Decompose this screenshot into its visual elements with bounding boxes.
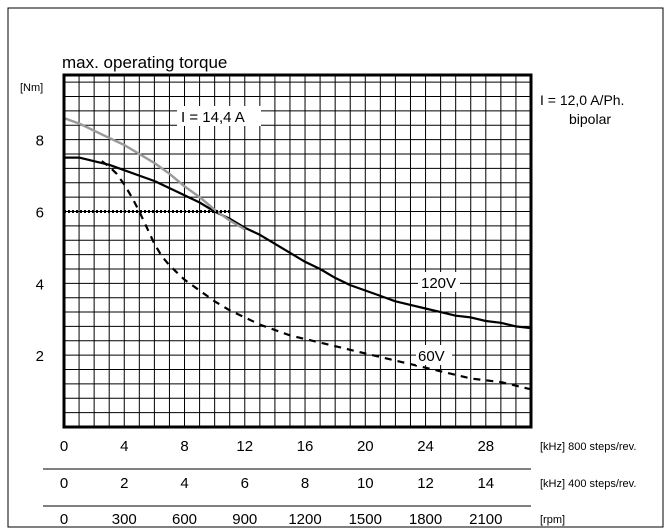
x-tick-label: 28 bbox=[477, 438, 494, 455]
chart-title: max. operating torque bbox=[62, 53, 227, 72]
legend-mode: bipolar bbox=[569, 111, 611, 127]
x-tick-label: 4 bbox=[120, 438, 128, 455]
x-tick-label: 12 bbox=[236, 438, 253, 455]
x-tick-label: 2100 bbox=[469, 511, 502, 528]
series-line-60v bbox=[101, 160, 532, 391]
series-line-i-14-4-a bbox=[63, 116, 246, 231]
x-axis-unit-label: [kHz] 400 steps/rev. bbox=[540, 478, 636, 490]
y-axis-label: [Nm] bbox=[20, 82, 43, 94]
y-tick-labels: 2 4 6 8 bbox=[36, 133, 44, 366]
annotation-current-boost: I = 14,4 A bbox=[181, 109, 245, 126]
plot-area-border bbox=[62, 73, 533, 429]
x-tick-label: 14 bbox=[477, 475, 494, 492]
legend-current: I = 12,0 A/Ph. bbox=[540, 92, 624, 108]
annotation-120v: 120V bbox=[421, 275, 456, 292]
series-group bbox=[63, 116, 532, 391]
outer-border bbox=[7, 7, 664, 528]
x-axis-unit-label: [rpm] bbox=[540, 514, 565, 526]
x-tick-label: 900 bbox=[232, 511, 257, 528]
x-tick-label: 600 bbox=[172, 511, 197, 528]
x-axes: 0 4 8 12 16 20 24 28 [kHz] 800 steps/rev.0 2 4 6 8 10… bbox=[43, 438, 636, 528]
y-tick-label: 6 bbox=[36, 204, 44, 221]
annotations: I = 14,4 A 120V 60V bbox=[177, 106, 460, 365]
x-tick-label: 1500 bbox=[349, 511, 382, 528]
x-tick-label: 10 bbox=[357, 475, 374, 492]
grid bbox=[64, 75, 531, 427]
x-tick-label: 12 bbox=[417, 475, 434, 492]
x-tick-label: 1800 bbox=[409, 511, 442, 528]
annotation-current-boost-bg bbox=[177, 106, 261, 126]
x-tick-label: 8 bbox=[180, 438, 188, 455]
annotation-120v-bg bbox=[418, 272, 460, 292]
x-tick-label: 1200 bbox=[288, 511, 321, 528]
x-tick-label: 24 bbox=[417, 438, 434, 455]
annotation-60v: 60V bbox=[418, 348, 445, 365]
x-tick-label: 0 bbox=[60, 511, 68, 528]
x-tick-label: 4 bbox=[180, 475, 188, 492]
x-tick-label: 2 bbox=[120, 475, 128, 492]
y-tick-label: 4 bbox=[36, 276, 44, 293]
annotation-60v-bg bbox=[416, 345, 452, 365]
x-tick-label: 16 bbox=[297, 438, 314, 455]
series-line-120v bbox=[64, 156, 532, 330]
chart-frame bbox=[7, 7, 664, 528]
x-axis-unit-label: [kHz] 800 steps/rev. bbox=[540, 441, 636, 453]
x-tick-label: 20 bbox=[357, 438, 374, 455]
x-tick-label: 8 bbox=[301, 475, 309, 492]
y-tick-label: 8 bbox=[36, 133, 44, 150]
x-tick-label: 0 bbox=[60, 475, 68, 492]
x-tick-label: 300 bbox=[112, 511, 137, 528]
x-tick-label: 6 bbox=[241, 475, 249, 492]
legend: I = 12,0 A/Ph. bipolar bbox=[540, 92, 624, 127]
x-tick-label: 0 bbox=[60, 438, 68, 455]
y-tick-label: 2 bbox=[36, 348, 44, 365]
